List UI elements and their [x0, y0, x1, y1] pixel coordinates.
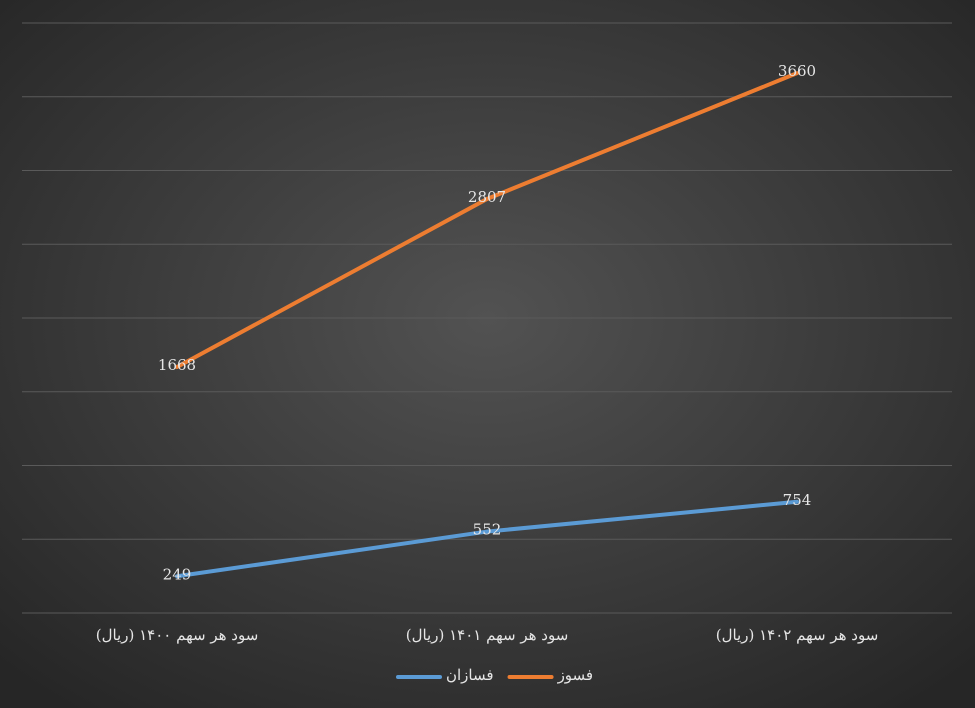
x-tick-label: سود هر سهم ۱۴۰۱ (ریال)	[406, 626, 569, 644]
legend-label: فسازان	[446, 666, 494, 684]
legend-label: فسوز	[557, 666, 594, 684]
series-line	[175, 499, 799, 579]
data-label: 3660	[778, 62, 816, 80]
data-label: 1668	[158, 356, 196, 374]
data-label: 2807	[468, 188, 506, 206]
series-line	[175, 71, 799, 369]
x-tick-label: سود هر سهم ۱۴۰۲ (ریال)	[716, 626, 879, 644]
data-label: 552	[473, 521, 502, 539]
data-label: 249	[163, 565, 192, 583]
x-tick-label: سود هر سهم ۱۴۰۰ (ریال)	[96, 626, 259, 644]
data-label: 754	[783, 491, 812, 509]
